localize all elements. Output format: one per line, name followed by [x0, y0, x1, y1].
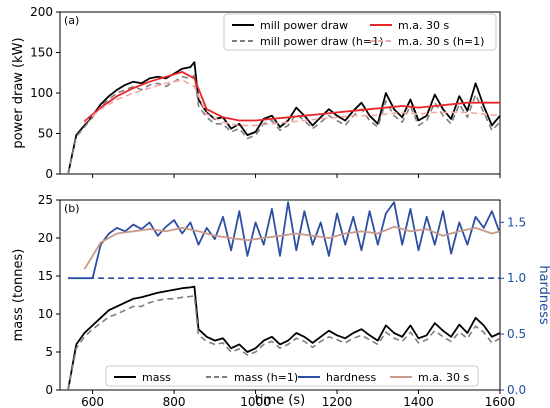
- panel-a-legend: mill power draw m.a. 30 s mill power draw …: [223, 13, 497, 51]
- y-tick-label: 15: [38, 269, 53, 283]
- panel-b-xlabel: time (s): [255, 393, 305, 408]
- series-line-mill-power-draw-h-1: [67, 74, 500, 174]
- y-tick-label: 0: [45, 167, 53, 181]
- x-tick-label: 1400: [403, 395, 434, 408]
- y-tick-label: 50: [38, 127, 53, 141]
- panel-b-series: [67, 201, 500, 390]
- series-line-hardness: [68, 201, 500, 280]
- y-tick-label: 5: [45, 345, 53, 359]
- legend-box: [223, 13, 497, 51]
- series-line-mass-h-1: [67, 294, 500, 390]
- panel-a-label: (a): [64, 14, 79, 27]
- y-tick-label: 20: [38, 231, 53, 245]
- panel-b-legend: mass mass (h=1) hardness m.a. 30 s: [105, 365, 479, 387]
- panel-a-xticks: [92, 174, 501, 178]
- panel-b-xticks: 600 800 1000 1200 1400 1600: [81, 390, 515, 408]
- right-y-tick-label: 1.0: [507, 271, 526, 285]
- panel-a-yticks: 0 50 100 150 200: [30, 5, 60, 181]
- legend-label: m.a. 30 s: [398, 19, 449, 32]
- x-tick-label: 1000: [240, 395, 271, 408]
- y-tick-label: 200: [30, 5, 53, 19]
- panel-b-yticks: 0 5 10 15 20 25: [38, 193, 60, 397]
- panel-b-ylabel: mass (tonnes): [11, 249, 26, 342]
- y-tick-label: 0: [45, 383, 53, 397]
- panel-a: (a) 0 50 100 150 200 power draw (kW) mill po…: [11, 5, 501, 181]
- panel-b-right-ylabel: hardness: [536, 265, 550, 325]
- panel-b-frame: [59, 199, 501, 391]
- y-tick-label: 100: [30, 86, 53, 100]
- right-y-tick-label: 1.5: [507, 215, 526, 229]
- panel-a-series: [67, 61, 500, 174]
- legend-label: hardness: [326, 371, 376, 384]
- series-line-m-a-30-s: [83, 71, 500, 122]
- right-y-tick-label: 0.0: [507, 383, 526, 397]
- series-line-m-a-30-s-h-1: [83, 79, 500, 127]
- series-line-mass: [67, 285, 500, 390]
- series-line-m-a-30-s: [83, 225, 500, 270]
- panel-b-right-yticks: 0.0 0.5 1.0 1.5: [500, 215, 526, 397]
- y-tick-label: 25: [38, 193, 53, 207]
- legend-label: mass: [142, 371, 171, 384]
- panel-a-ylabel: power draw (kW): [11, 37, 26, 148]
- legend-label: mill power draw: [260, 19, 348, 32]
- y-tick-label: 10: [38, 307, 53, 321]
- legend-box: [105, 365, 479, 387]
- x-tick-label: 1200: [322, 395, 353, 408]
- legend-label: mill power draw (h=1): [260, 35, 383, 48]
- y-tick-label: 150: [30, 46, 53, 60]
- legend-label: mass (h=1): [234, 371, 298, 384]
- legend-label: m.a. 30 s: [418, 371, 469, 384]
- x-tick-label: 600: [81, 395, 104, 408]
- panel-b-label: (b): [64, 202, 80, 215]
- x-tick-label: 1600: [485, 395, 516, 408]
- right-y-tick-label: 0.5: [507, 327, 526, 341]
- legend-label: m.a. 30 s (h=1): [398, 35, 484, 48]
- x-tick-label: 800: [163, 395, 186, 408]
- series-line-mill-power-draw: [67, 61, 500, 174]
- panel-b: (b) 600 800 1000 1200 1400 1600 0 5 10 15 20 25 0.…: [11, 193, 550, 408]
